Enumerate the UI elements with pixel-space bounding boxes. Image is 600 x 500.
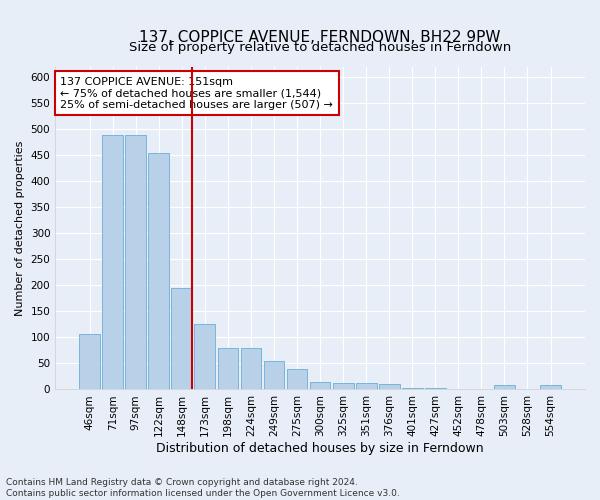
Bar <box>287 368 307 390</box>
Bar <box>148 153 169 390</box>
Title: 137, COPPICE AVENUE, FERNDOWN, BH22 9PW: 137, COPPICE AVENUE, FERNDOWN, BH22 9PW <box>139 30 501 45</box>
Bar <box>125 134 146 390</box>
Bar <box>241 348 262 390</box>
Text: Size of property relative to detached houses in Ferndown: Size of property relative to detached ho… <box>129 41 511 54</box>
Bar <box>494 386 515 390</box>
Bar <box>310 382 331 390</box>
Bar <box>402 388 422 390</box>
Bar <box>356 383 377 390</box>
Bar <box>218 348 238 390</box>
Bar <box>263 361 284 390</box>
Bar <box>540 386 561 390</box>
Text: 137 COPPICE AVENUE: 151sqm
← 75% of detached houses are smaller (1,544)
25% of s: 137 COPPICE AVENUE: 151sqm ← 75% of deta… <box>61 76 334 110</box>
Bar <box>379 384 400 390</box>
Bar <box>425 388 446 390</box>
Text: Contains HM Land Registry data © Crown copyright and database right 2024.
Contai: Contains HM Land Registry data © Crown c… <box>6 478 400 498</box>
Y-axis label: Number of detached properties: Number of detached properties <box>15 140 25 316</box>
Bar <box>194 324 215 390</box>
X-axis label: Distribution of detached houses by size in Ferndown: Distribution of detached houses by size … <box>156 442 484 455</box>
Bar <box>102 134 123 390</box>
Bar <box>333 383 353 390</box>
Bar <box>79 334 100 390</box>
Bar <box>172 288 192 390</box>
